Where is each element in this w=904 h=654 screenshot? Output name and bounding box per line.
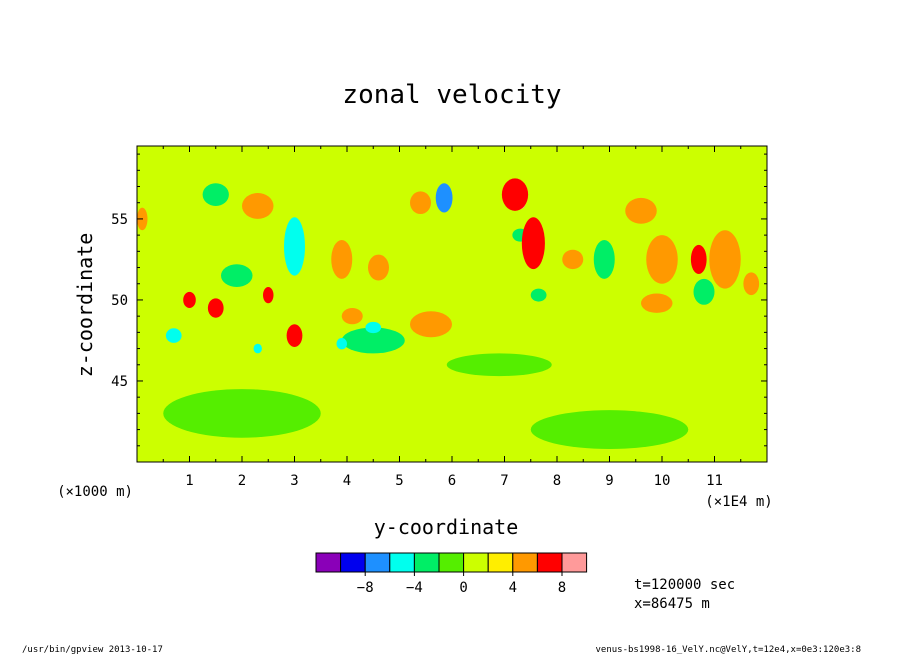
contour-blob-7	[202, 183, 229, 206]
colorbar-swatch	[340, 552, 366, 573]
heatmap-field	[137, 146, 767, 462]
x-tick-label: 11	[706, 473, 723, 489]
contour-blob-24	[368, 254, 389, 281]
time-label: t=120000 sec	[634, 577, 735, 593]
y-tick-label: 45	[111, 374, 128, 390]
x-tick-label: 4	[343, 473, 351, 489]
colorbar-swatch	[389, 552, 415, 573]
colorbar-swatch	[487, 552, 514, 573]
contour-blob-35	[446, 353, 552, 377]
contour-blob-9	[593, 239, 615, 279]
colorbar-swatch	[315, 552, 342, 573]
chart-title: zonal velocity	[342, 80, 561, 110]
contour-blob-37	[530, 410, 689, 450]
colorbar-label: 4	[509, 580, 517, 596]
contour-blob-5	[165, 328, 182, 343]
colorbar-swatch	[438, 552, 465, 573]
contour-blob-30	[709, 230, 741, 289]
contour-blob-14	[521, 217, 545, 270]
x-tick-label: 7	[500, 473, 508, 489]
contour-blob-4	[336, 338, 347, 350]
colorbar-label: −4	[406, 580, 423, 596]
x-tick-label: 2	[238, 473, 246, 489]
contour-blob-16	[501, 178, 529, 211]
x-tick-label: 3	[290, 473, 298, 489]
contour-blob-17	[183, 291, 196, 309]
colorbar-label: 0	[459, 580, 467, 596]
contour-blob-29	[646, 235, 678, 284]
program-label: /usr/bin/gpview 2013-10-17	[22, 645, 163, 654]
colorbar-swatch	[536, 552, 563, 573]
y-tick-label: 55	[111, 212, 128, 228]
x-tick-label: 5	[395, 473, 403, 489]
contour-blob-8	[221, 264, 253, 287]
contour-blob-3	[365, 321, 382, 334]
y-axis-label: z-coordinate	[73, 233, 97, 378]
colorbar-label: −8	[357, 580, 374, 596]
y-axis-scale-label: (×1000 m)	[57, 484, 133, 500]
contour-blob-0	[435, 183, 453, 213]
contour-blob-32	[743, 272, 760, 296]
colorbar-swatch	[463, 552, 489, 573]
y-tick-label: 50	[111, 293, 128, 309]
colorbar: −8 −4 0 4 8	[315, 552, 588, 596]
contour-blob-36	[163, 389, 321, 438]
source-label: venus-bs1998-16_VelY.nc@VelY,t=12e4,x=0e…	[595, 645, 861, 654]
contour-blob-20	[263, 286, 274, 304]
colorbar-swatch	[561, 552, 588, 573]
contour-blob-18	[207, 298, 224, 318]
contour-blob-6	[253, 343, 262, 354]
position-label: x=86475 m	[634, 596, 710, 612]
x-tick-label: 6	[448, 473, 456, 489]
contour-blob-25	[341, 308, 363, 325]
contour-blob-22	[242, 192, 274, 219]
contour-blob-19	[286, 324, 303, 347]
colorbar-swatch	[364, 552, 391, 573]
contour-blob-12	[530, 288, 547, 302]
contour-blob-21	[690, 244, 707, 275]
x-tick-label: 9	[605, 473, 613, 489]
contour-blob-26	[410, 311, 452, 338]
x-axis-scale-label: (×1E4 m)	[705, 494, 772, 510]
contour-blob-27	[562, 249, 584, 270]
contour-blob-2	[341, 327, 405, 354]
contour-blob-10	[693, 278, 715, 305]
x-tick-label: 1	[185, 473, 193, 489]
x-axis-label: y-coordinate	[374, 515, 519, 539]
colorbar-label: 8	[558, 580, 566, 596]
contour-blob-34	[410, 191, 431, 215]
contour-blob-31	[641, 293, 673, 313]
colorbar-swatch	[413, 552, 440, 573]
contour-blob-28	[625, 197, 657, 224]
contour-blob-1	[284, 217, 305, 276]
contour-blob-23	[331, 239, 353, 279]
colorbar-swatch	[512, 552, 538, 573]
x-tick-label: 8	[553, 473, 561, 489]
x-tick-label: 10	[654, 473, 671, 489]
